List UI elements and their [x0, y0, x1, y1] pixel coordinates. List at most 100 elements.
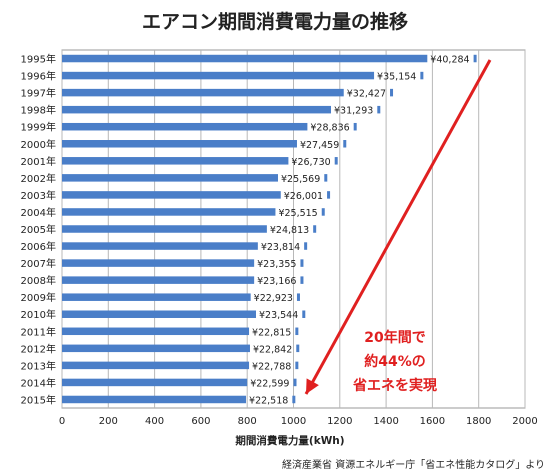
price-label: ¥26,730 — [291, 157, 330, 168]
y-tick-label: 2002年 — [21, 172, 56, 185]
bar — [62, 378, 248, 387]
price-label: ¥27,459 — [300, 140, 339, 151]
bar — [62, 327, 250, 336]
y-tick-label: 2007年 — [21, 257, 56, 270]
annotation-arrowhead — [306, 378, 319, 394]
y-tick-label: 1997年 — [21, 87, 56, 100]
price-label: ¥22,815 — [252, 327, 291, 338]
y-tick-label: 2005年 — [21, 223, 56, 236]
bar — [62, 105, 332, 114]
bar — [62, 140, 297, 148]
bar-end-marker — [313, 225, 317, 233]
bar — [62, 361, 250, 370]
y-tick-label: 1996年 — [21, 70, 56, 83]
annotation-line: 20年間で — [364, 329, 425, 346]
price-label: ¥23,544 — [259, 310, 298, 321]
x-tick-label: 1200 — [327, 416, 352, 427]
bar — [62, 344, 250, 353]
y-tick-label: 2010年 — [21, 308, 56, 321]
y-tick-label: 2003年 — [21, 189, 56, 202]
x-tick-label: 1800 — [466, 416, 491, 427]
price-label: ¥24,813 — [270, 225, 309, 236]
y-tick-label: 2001年 — [21, 155, 56, 168]
bar — [62, 310, 256, 318]
y-tick-label: 2004年 — [21, 206, 56, 219]
bar-end-marker — [334, 157, 338, 165]
price-label: ¥23,814 — [261, 242, 300, 253]
price-label: ¥22,923 — [254, 293, 293, 304]
annotation-line: 約44%の — [364, 353, 426, 370]
bar-end-marker — [296, 344, 300, 353]
bar-end-marker — [292, 395, 296, 404]
bar-end-marker — [293, 378, 297, 387]
bar — [62, 54, 428, 63]
x-tick-label: 1400 — [373, 416, 398, 427]
bar-end-marker — [343, 140, 347, 148]
bar — [62, 88, 344, 97]
bar-end-marker — [295, 361, 299, 370]
bar-end-marker — [300, 259, 304, 267]
bar — [62, 225, 267, 233]
source-note: 経済産業省 資源エネルギー庁「省エネ性能カタログ」より — [282, 458, 545, 471]
x-tick-label: 1600 — [420, 416, 445, 427]
bar-end-marker — [321, 208, 325, 216]
bar-end-marker — [302, 310, 306, 318]
price-label: ¥22,518 — [249, 395, 288, 406]
bar-end-marker — [296, 293, 300, 301]
y-tick-label: 2014年 — [21, 376, 56, 389]
y-tick-label: 2012年 — [21, 342, 56, 355]
price-label: ¥22,788 — [252, 361, 291, 372]
bar — [62, 395, 247, 404]
bar-end-marker — [390, 88, 394, 97]
x-tick-label: 0 — [59, 416, 65, 427]
bar-end-marker — [420, 71, 424, 80]
y-tick-label: 2013年 — [21, 359, 56, 372]
y-tick-label: 2006年 — [21, 240, 56, 253]
price-label: ¥22,842 — [253, 344, 292, 355]
x-tick-label: 600 — [191, 416, 210, 427]
x-tick-label: 800 — [238, 416, 257, 427]
price-label: ¥28,836 — [310, 123, 349, 134]
price-label: ¥40,284 — [430, 55, 469, 66]
bar-end-marker — [295, 327, 299, 336]
price-label: ¥32,427 — [347, 89, 386, 100]
annotation-arrow — [304, 59, 492, 395]
bar-end-marker — [327, 191, 331, 199]
x-tick-label: 400 — [145, 416, 164, 427]
x-tick-label: 1000 — [281, 416, 306, 427]
x-tick-label: 200 — [99, 416, 118, 427]
y-tick-label: 1995年 — [21, 53, 56, 66]
x-tick-label: 2000 — [512, 416, 537, 427]
y-tick-label: 2015年 — [21, 393, 56, 406]
bar — [62, 259, 255, 267]
bar — [62, 174, 278, 182]
bar — [62, 276, 255, 284]
y-tick-label: 2009年 — [21, 291, 56, 304]
bar — [62, 71, 375, 80]
bar-end-marker — [377, 105, 381, 114]
bar-end-marker — [304, 242, 308, 250]
y-tick-label: 2008年 — [21, 274, 56, 287]
price-label: ¥23,355 — [257, 259, 296, 270]
price-label: ¥31,293 — [334, 106, 373, 117]
plot-area: 0 200 400 600 800 1000 1200 1400 1600 1800 2000 199… — [21, 49, 538, 427]
bar — [62, 293, 251, 301]
price-label: ¥23,166 — [257, 276, 296, 287]
bar-end-marker — [324, 174, 328, 182]
bar-end-marker — [473, 54, 477, 63]
y-tick-label: 1998年 — [21, 104, 56, 117]
y-tick-label: 2011年 — [21, 325, 56, 338]
annotation-line: 省エネを実現 — [352, 377, 437, 394]
chart-title: エアコン期間消費電力量の推移 — [142, 10, 408, 33]
bar-end-marker — [300, 276, 304, 284]
bar — [62, 242, 258, 250]
price-label: ¥22,599 — [250, 378, 289, 389]
price-label: ¥35,154 — [377, 72, 416, 83]
y-tick-label: 2000年 — [21, 138, 56, 151]
bar — [62, 157, 289, 165]
x-axis-label: 期間消費電力量(kWh) — [235, 434, 344, 447]
price-label: ¥25,515 — [278, 208, 317, 219]
y-tick-label: 1999年 — [21, 121, 56, 134]
bar — [62, 191, 281, 199]
